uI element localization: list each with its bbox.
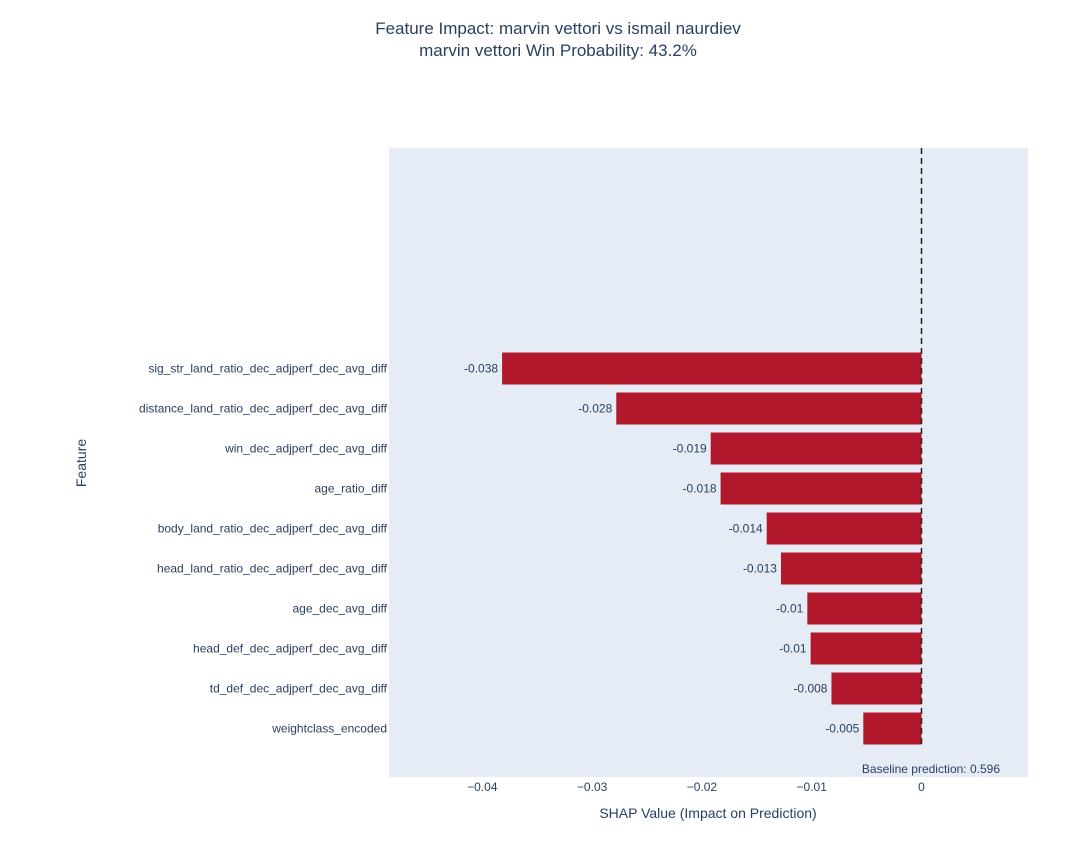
y-tick-label: head_land_ratio_dec_adjperf_dec_avg_diff: [157, 562, 388, 576]
bar-head_def_dec_adjperf_dec_avg_diff: [810, 632, 922, 665]
bar-value-label: -0.018: [683, 482, 717, 496]
x-tick-label: −0.01: [797, 780, 828, 794]
bar-value-label: -0.01: [776, 602, 804, 616]
chart-subtitle: marvin vettori Win Probability: 43.2%: [419, 41, 697, 60]
bar-body_land_ratio_dec_adjperf_dec_avg_diff: [766, 512, 922, 545]
x-tick-label: −0.02: [687, 780, 718, 794]
y-tick-label: age_dec_avg_diff: [292, 602, 387, 616]
bar-value-label: -0.038: [464, 362, 498, 376]
bar-value-label: -0.01: [779, 642, 807, 656]
bar-age_dec_avg_diff: [807, 592, 922, 625]
bar-value-label: -0.005: [825, 722, 859, 736]
bar-labels-layer: -0.038 -0.028 -0.019 -0.018 -0.014 -0.013 -0.0…: [464, 362, 860, 736]
bar-value-label: -0.013: [743, 562, 777, 576]
bar-age_ratio_diff: [720, 472, 922, 505]
y-tick-label: td_def_dec_adjperf_dec_avg_diff: [210, 682, 388, 696]
y-tick-label: sig_str_land_ratio_dec_adjperf_dec_avg_d…: [148, 362, 387, 376]
x-tick-labels: −0.04 −0.03 −0.02 −0.01 0: [467, 780, 925, 794]
x-axis-title: SHAP Value (Impact on Prediction): [599, 805, 816, 821]
bar-value-label: -0.014: [729, 522, 763, 536]
y-tick-labels: sig_str_land_ratio_dec_adjperf_dec_avg_d…: [139, 362, 388, 736]
bar-win_dec_adjperf_dec_avg_diff: [710, 432, 922, 465]
y-tick-label: body_land_ratio_dec_adjperf_dec_avg_diff: [158, 522, 388, 536]
y-tick-label: age_ratio_diff: [314, 482, 387, 496]
bar-value-label: -0.008: [793, 682, 827, 696]
y-axis-title: Feature: [73, 439, 89, 487]
bar-value-label: -0.019: [673, 442, 707, 456]
plot-area: [389, 148, 1028, 777]
x-tick-label: −0.04: [467, 780, 498, 794]
x-tick-label: 0: [918, 780, 925, 794]
bar-head_land_ratio_dec_adjperf_dec_avg_diff: [780, 552, 922, 585]
baseline-annotation: Baseline prediction: 0.596: [862, 762, 1000, 776]
y-tick-label: weightclass_encoded: [271, 722, 387, 736]
y-tick-label: head_def_dec_adjperf_dec_avg_diff: [193, 642, 388, 656]
y-tick-label: win_dec_adjperf_dec_avg_diff: [224, 442, 388, 456]
bar-distance_land_ratio_dec_adjperf_dec_avg_diff: [616, 392, 922, 425]
bars-layer: [502, 352, 922, 745]
chart-title: Feature Impact: marvin vettori vs ismail…: [375, 19, 741, 38]
y-tick-label: distance_land_ratio_dec_adjperf_dec_avg_…: [139, 402, 388, 416]
bar-td_def_dec_adjperf_dec_avg_diff: [831, 672, 922, 705]
bar-value-label: -0.028: [578, 402, 612, 416]
x-tick-label: −0.03: [577, 780, 608, 794]
bar-sig_str_land_ratio_dec_adjperf_dec_avg_diff: [502, 352, 922, 385]
bar-weightclass_encoded: [863, 712, 922, 745]
